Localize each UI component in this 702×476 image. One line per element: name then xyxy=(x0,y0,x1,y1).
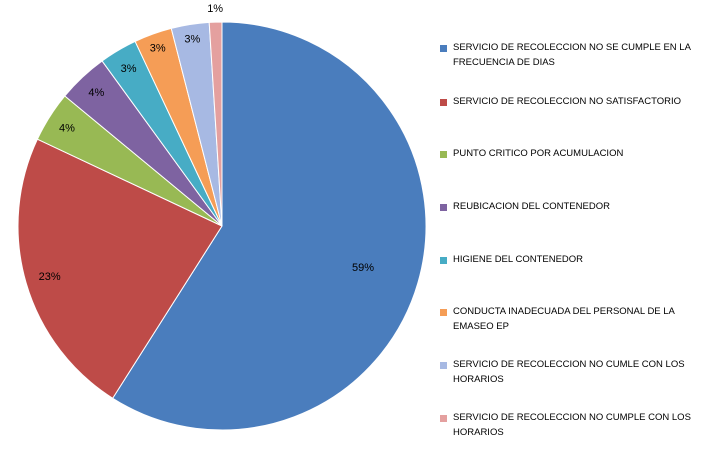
legend-label: SERVICIO DE RECOLECCION NO CUMPLE CON LO… xyxy=(453,412,691,438)
legend-item-1: SERVICIO DE RECOLECCION NO SE CUMPLE EN … xyxy=(440,40,702,70)
data-label-3: 4% xyxy=(59,123,75,135)
legend-swatch xyxy=(440,45,447,52)
legend-swatch xyxy=(440,362,447,369)
legend-item-7: SERVICIO DE RECOLECCION NO CUMLE CON LOS… xyxy=(440,357,702,387)
legend-item-2: SERVICIO DE RECOLECCION NO SATISFACTORIO xyxy=(440,94,702,109)
legend-label: REUBICACION DEL CONTENEDOR xyxy=(453,201,610,212)
data-label-6: 3% xyxy=(150,42,166,54)
data-label-7: 3% xyxy=(184,34,200,46)
data-label-2: 23% xyxy=(39,271,61,283)
legend-swatch xyxy=(440,99,447,106)
legend-label: PUNTO CRITICO POR ACUMULACION xyxy=(453,148,624,159)
data-label-5: 3% xyxy=(121,63,137,75)
legend-item-5: HIGIENE DEL CONTENEDOR xyxy=(440,252,702,267)
data-label-4: 4% xyxy=(88,87,104,99)
legend-item-6: CONDUCTA INADECUADA DEL PERSONAL DE LA E… xyxy=(440,304,702,334)
legend-swatch xyxy=(440,415,447,422)
legend-swatch xyxy=(440,309,447,316)
legend-label: SERVICIO DE RECOLECCION NO CUMLE CON LOS… xyxy=(453,359,685,385)
data-label-8: 1% xyxy=(207,3,223,15)
legend-item-8: SERVICIO DE RECOLECCION NO CUMPLE CON LO… xyxy=(440,410,702,440)
pie-slice-2 xyxy=(17,138,223,399)
pie-slice-8 xyxy=(208,21,223,227)
legend-label: SERVICIO DE RECOLECCION NO SE CUMPLE EN … xyxy=(453,42,691,68)
legend-item-4: REUBICACION DEL CONTENEDOR xyxy=(440,199,702,214)
legend-swatch xyxy=(440,257,447,264)
pie-slice-1 xyxy=(112,21,427,431)
data-label-1: 59% xyxy=(352,262,374,274)
legend-item-3: PUNTO CRITICO POR ACUMULACION xyxy=(440,146,702,161)
legend-label: SERVICIO DE RECOLECCION NO SATISFACTORIO xyxy=(453,96,682,107)
legend-label: HIGIENE DEL CONTENEDOR xyxy=(453,254,584,265)
legend-swatch xyxy=(440,204,447,211)
legend-swatch xyxy=(440,151,447,158)
legend-label: CONDUCTA INADECUADA DEL PERSONAL DE LA E… xyxy=(453,306,675,332)
